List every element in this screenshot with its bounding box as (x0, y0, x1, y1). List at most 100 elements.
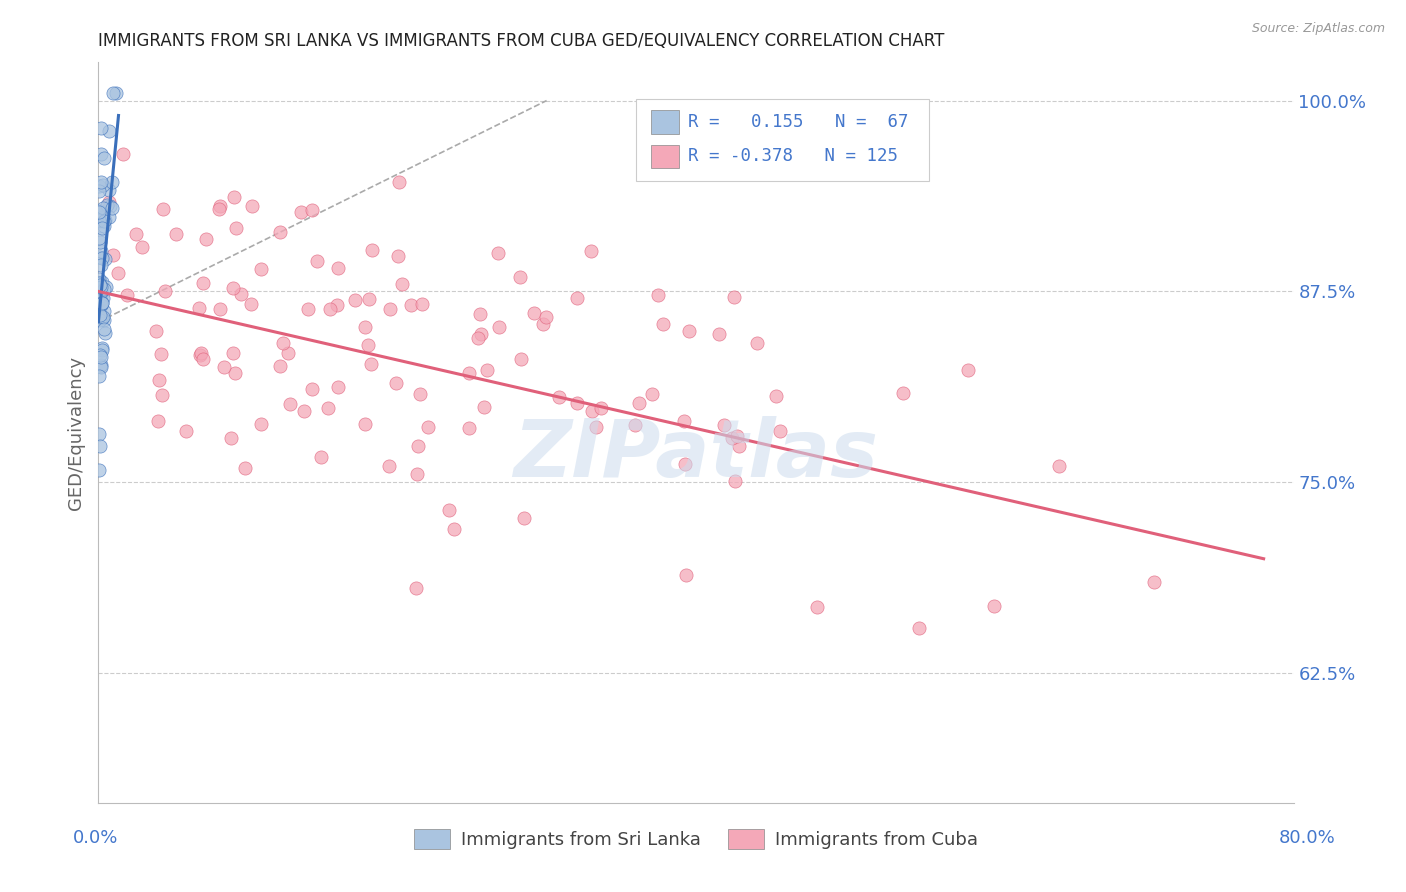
Point (107, 266, 129, 280)
Point (89, 348, 111, 362)
Point (387, 249, 409, 263)
Point (513, 510, 536, 524)
Text: ZIPatlas: ZIPatlas (513, 416, 879, 494)
Point (87, 271, 110, 285)
Point (725, 429, 748, 443)
Point (89, 231, 111, 245)
Point (94, 280, 117, 294)
Point (301, 382, 323, 396)
Point (523, 306, 546, 320)
Point (89, 463, 111, 477)
Point (94, 326, 117, 341)
Point (534, 310, 557, 325)
Point (297, 301, 319, 316)
Point (673, 457, 696, 471)
Point (93, 291, 115, 305)
Point (418, 420, 440, 434)
Point (269, 359, 291, 373)
Point (89, 359, 111, 374)
Point (477, 363, 499, 377)
Point (87, 205, 110, 219)
Point (190, 345, 212, 359)
Point (115, 288, 138, 302)
Point (225, 220, 247, 235)
Point (188, 301, 211, 315)
Point (90, 285, 112, 299)
Point (98, 210, 121, 224)
Point (90, 295, 112, 310)
Point (90, 350, 112, 364)
Point (148, 373, 170, 387)
Point (89, 439, 111, 453)
Point (548, 391, 571, 405)
Point (87, 276, 110, 290)
Point (353, 417, 375, 432)
Point (208, 302, 231, 317)
Point (224, 190, 246, 204)
Point (307, 254, 329, 268)
Point (405, 467, 427, 482)
Point (98, 195, 121, 210)
Point (769, 425, 792, 439)
Point (90, 147, 112, 161)
Point (87, 178, 110, 193)
Point (647, 287, 669, 301)
Point (91, 178, 114, 192)
Point (150, 387, 173, 401)
Point (219, 431, 242, 445)
Point (89, 184, 111, 198)
FancyBboxPatch shape (651, 110, 679, 134)
Point (174, 424, 197, 438)
Point (131, 240, 153, 254)
Point (467, 331, 489, 345)
Point (93, 219, 115, 233)
Point (470, 327, 492, 342)
Point (89, 313, 111, 327)
Point (90, 221, 112, 235)
Point (318, 401, 340, 415)
Point (269, 225, 291, 239)
Point (378, 459, 401, 474)
Point (309, 450, 332, 465)
Point (233, 461, 256, 475)
Point (90, 296, 112, 310)
Point (457, 420, 479, 434)
Point (250, 261, 273, 276)
Point (908, 621, 931, 635)
Point (391, 277, 413, 291)
Point (411, 297, 433, 311)
Point (652, 317, 675, 331)
Point (641, 387, 664, 401)
Point (1047, 458, 1070, 473)
Point (145, 324, 167, 338)
Point (956, 363, 979, 377)
Point (93, 151, 115, 165)
Point (146, 414, 169, 428)
Point (150, 347, 173, 361)
Point (152, 202, 174, 217)
Point (388, 175, 411, 189)
Point (589, 401, 612, 416)
Point (891, 385, 914, 400)
Point (581, 404, 603, 418)
Point (437, 502, 460, 516)
Point (224, 367, 246, 381)
Point (301, 202, 323, 217)
Point (585, 420, 607, 434)
Point (93, 282, 115, 296)
Point (326, 298, 349, 312)
Point (90, 360, 112, 375)
Text: R =   0.155   N =  67: R = 0.155 N = 67 (688, 112, 908, 130)
Point (727, 439, 749, 453)
Point (93, 321, 115, 335)
Point (93, 304, 115, 318)
Point (242, 199, 264, 213)
Point (101, 175, 124, 189)
Point (89, 203, 111, 218)
Point (103, 86, 125, 100)
Point (675, 568, 697, 582)
Point (101, 202, 124, 216)
Point (191, 351, 214, 366)
Point (90, 244, 112, 259)
Point (222, 346, 245, 360)
